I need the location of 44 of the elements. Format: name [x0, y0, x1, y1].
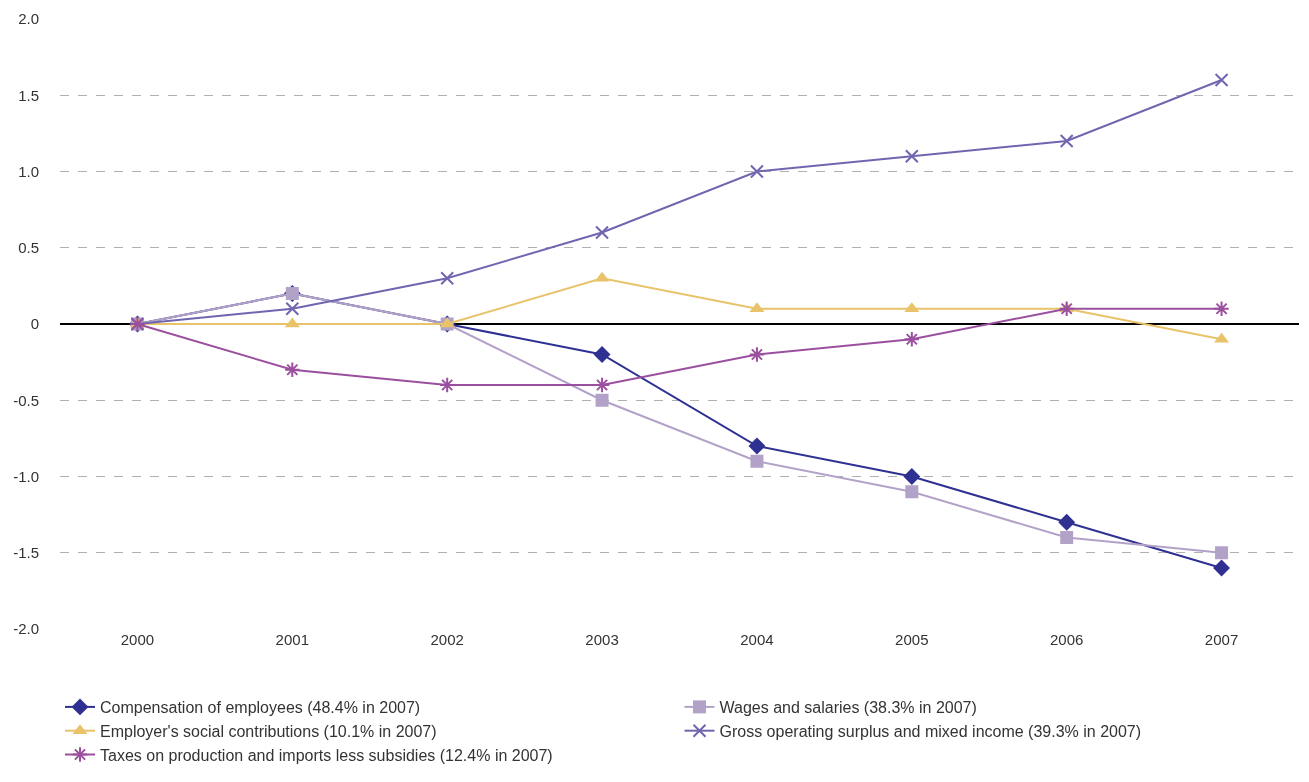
legend-label: Wages and salaries (38.3% in 2007): [719, 699, 977, 717]
y-tick-label: 0: [30, 315, 39, 333]
point: [1214, 73, 1229, 87]
point: [595, 393, 609, 407]
x-tick-label: 2000: [120, 631, 155, 648]
point: [1058, 300, 1075, 317]
point: [285, 301, 300, 316]
y-tick-label: -1.0: [13, 467, 39, 485]
point: [748, 346, 766, 363]
y-tick-label: 1.5: [18, 86, 39, 104]
point: [903, 331, 921, 348]
y-tick-label: 2.0: [18, 10, 39, 28]
legend-label: Compensation of employees (48.4% in 2007): [100, 699, 421, 717]
point: [1215, 546, 1229, 560]
legend-label: Employer's social contributions (10.1% in 2007): [100, 722, 437, 740]
point: [1213, 300, 1230, 317]
point: [1058, 513, 1076, 531]
point: [749, 164, 764, 179]
point: [593, 346, 611, 363]
legend-label: Gross operating surplus and mixed income (39.3% in 2007): [719, 722, 1142, 740]
y-tick-label: -0.5: [13, 391, 39, 409]
point: [903, 468, 921, 485]
x-tick-label: 2002: [430, 631, 464, 648]
point: [1059, 134, 1074, 148]
point: [1060, 531, 1074, 544]
x-tick-label: 2005: [895, 631, 929, 648]
point: [904, 149, 919, 164]
point: [1213, 559, 1231, 577]
y-tick-label: 1.0: [18, 162, 39, 180]
point: [748, 437, 766, 455]
x-tick-label: 2004: [740, 631, 774, 648]
legend-label: Taxes on production and imports less subsidies (12.4% in 2007): [100, 746, 553, 764]
y-tick-label: -2.0: [13, 620, 39, 638]
x-tick-label: 2001: [275, 631, 309, 648]
point: [284, 361, 301, 378]
point: [440, 271, 455, 286]
y-tick-label: 0.5: [18, 239, 39, 256]
x-tick-label: 2003: [585, 631, 619, 648]
point: [905, 485, 919, 499]
point: [750, 454, 764, 468]
x-tick-label: 2007: [1204, 631, 1239, 648]
point: [595, 225, 610, 240]
x-tick-label: 2006: [1050, 631, 1084, 648]
y-tick-label: -1.5: [13, 544, 39, 561]
